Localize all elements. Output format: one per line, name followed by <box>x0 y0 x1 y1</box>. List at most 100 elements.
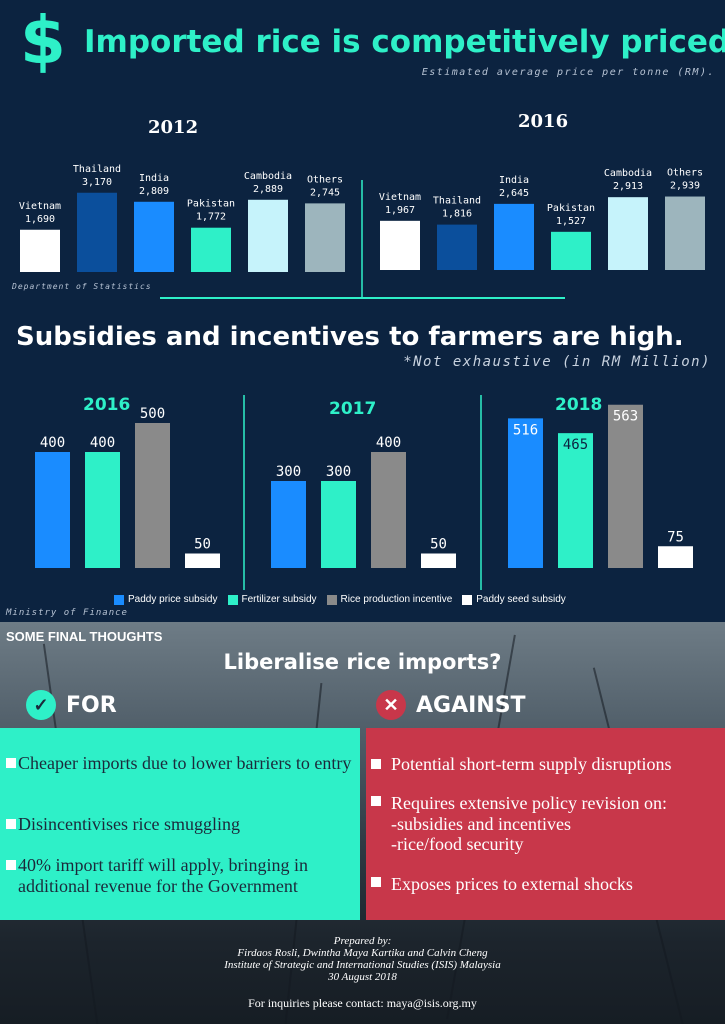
subsidy-bar <box>185 553 220 568</box>
subsidy-value-label: 563 <box>613 409 638 425</box>
subsidy-value-label: 300 <box>326 464 351 480</box>
bar-value-label: 1,967 <box>385 205 415 216</box>
bar-category-label: Thailand <box>73 164 121 175</box>
subsidies-note: *Not exhaustive (in RM Million) <box>403 354 711 370</box>
bar-category-label: Vietnam <box>19 201 61 212</box>
for-point: 40% import tariff will apply, bringing i… <box>18 855 308 896</box>
legend-item: Fertilizer subsidy <box>227 594 317 605</box>
subsidy-value-label: 500 <box>140 406 165 422</box>
price-charts: Vietnam 1,690 Thailand 3,170 India 2,809 Pakis… <box>19 164 705 298</box>
against-point: -rice/food security <box>391 834 524 854</box>
top-panel <box>0 0 725 622</box>
bar-value-label: 2,913 <box>613 181 643 192</box>
for-point: Disincentivises rice smuggling <box>18 814 240 834</box>
legend-item: Paddy seed subsidy <box>462 594 566 605</box>
price-bar <box>191 227 231 272</box>
subsidy-bar <box>421 553 456 568</box>
price-bar <box>20 229 60 272</box>
contact: For inquiries please contact: maya@isis.… <box>248 996 477 1010</box>
bar-category-label: Thailand <box>433 196 481 207</box>
price-chart-2012: Vietnam 1,690 Thailand 3,170 India 2,809 Pakis… <box>19 164 345 272</box>
price-source: Department of Statistics <box>12 282 152 291</box>
bar-value-label: 1,690 <box>25 214 55 225</box>
subsidy-bar <box>608 404 643 568</box>
subsidy-bar <box>658 546 693 568</box>
price-bar <box>77 192 117 272</box>
bar-category-label: Vietnam <box>379 192 421 203</box>
for-header: ✓ FOR <box>26 690 117 720</box>
price-bar <box>494 203 534 270</box>
subsidy-charts: 400 400 500 50 300 300 400 50 516 465 563 75 <box>35 395 693 590</box>
bullet-icon <box>371 796 381 806</box>
bar-value-label: 2,745 <box>310 187 340 198</box>
bar-category-label: Cambodia <box>244 171 292 182</box>
legend-label: Rice production incentive <box>340 594 453 605</box>
subsidy-value-label: 50 <box>430 537 447 553</box>
subsidies-source: Ministry of Finance <box>6 608 128 618</box>
legend-label: Fertilizer subsidy <box>241 594 317 605</box>
subsidy-chart-2016: 400 400 500 50 <box>35 406 220 568</box>
legend-swatch <box>114 594 124 605</box>
bullet-icon <box>371 877 381 887</box>
bullet-icon <box>6 758 16 768</box>
subsidy-bar <box>85 452 120 568</box>
bar-category-label: India <box>499 175 529 186</box>
bar-value-label: 1,816 <box>442 209 472 220</box>
subsidy-year-2016: 2016 <box>83 395 131 415</box>
bar-value-label: 2,645 <box>499 188 529 199</box>
subsidy-chart-2018: 516 465 563 75 <box>508 404 693 568</box>
subsidy-legend: Paddy price subsidy Fertilizer subsidy R… <box>114 594 566 605</box>
institute: Institute of Strategic and International… <box>224 959 501 971</box>
price-bar <box>551 231 591 270</box>
price-divider <box>160 297 565 299</box>
legend-swatch <box>227 594 238 605</box>
subsidy-value-label: 465 <box>563 437 588 453</box>
price-bar <box>248 199 288 272</box>
subsidy-bar <box>508 418 543 568</box>
price-bar <box>305 203 345 272</box>
against-point: -subsidies and incentives <box>391 814 571 834</box>
bar-category-label: Others <box>307 174 343 185</box>
for-point: Cheaper imports due to lower barriers to… <box>18 753 352 773</box>
thoughts-label: SOME FINAL THOUGHTS <box>6 629 163 644</box>
bar-category-label: Others <box>667 168 703 179</box>
prepared-by: Prepared by: <box>333 935 392 947</box>
bar-category-label: Cambodia <box>604 168 652 179</box>
cross-icon: ✕ <box>376 690 406 720</box>
price-bar <box>380 220 420 270</box>
against-heading: AGAINST <box>416 692 526 718</box>
subsidy-value-label: 400 <box>90 435 115 451</box>
bar-category-label: Pakistan <box>187 199 235 210</box>
bar-value-label: 1,772 <box>196 212 226 223</box>
bar-value-label: 2,889 <box>253 184 283 195</box>
price-subtitle: Estimated average price per tonne (RM). <box>421 67 715 78</box>
bullet-icon <box>6 860 16 870</box>
subsidy-chart-2017: 300 300 400 50 <box>271 435 456 568</box>
price-year-2016: 2016 <box>518 111 569 132</box>
price-title: Imported rice is competitively priced <box>84 24 725 60</box>
subsidy-bar <box>135 423 170 568</box>
legend-item: Rice production incentive <box>326 594 453 605</box>
price-bar <box>665 196 705 270</box>
against-point: Exposes prices to external shocks <box>391 874 633 894</box>
price-chart-2016: Vietnam 1,967 Thailand 1,816 India 2,645 Pakis… <box>379 168 705 270</box>
subsidy-bar <box>371 452 406 568</box>
price-bar <box>437 224 477 270</box>
bar-category-label: Pakistan <box>547 203 595 214</box>
subsidy-bar <box>321 481 356 568</box>
bullet-icon <box>6 819 16 829</box>
authors: Firdaos Rosli, Dwintha Maya Kartika and … <box>237 947 488 959</box>
subsidy-value-label: 400 <box>40 435 65 451</box>
subsidy-value-label: 50 <box>194 537 211 553</box>
date: 30 August 2018 <box>328 971 397 983</box>
price-bar <box>134 201 174 272</box>
subsidy-year-2017: 2017 <box>329 399 377 419</box>
subsidy-value-label: 400 <box>376 435 401 451</box>
subsidy-value-label: 516 <box>513 422 538 438</box>
price-bar <box>608 197 648 270</box>
subsidies-title: Subsidies and incentives to farmers are … <box>16 322 684 352</box>
bar-value-label: 2,809 <box>139 186 169 197</box>
legend-swatch <box>462 594 473 605</box>
subsidy-bar <box>35 452 70 568</box>
